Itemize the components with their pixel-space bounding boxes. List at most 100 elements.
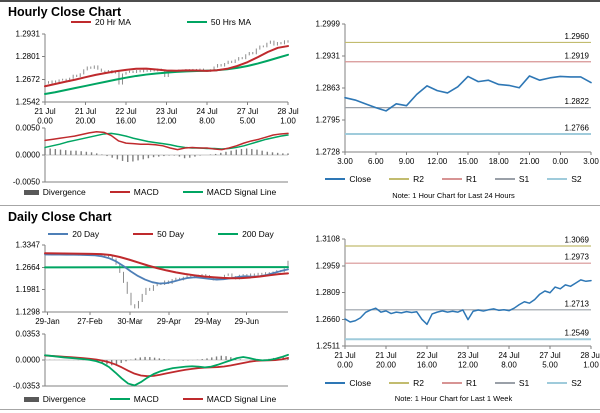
svg-text:1.1298: 1.1298 [16,308,41,317]
legend-item-r1: R1 [441,174,477,184]
legend-label: R2 [413,174,424,184]
svg-text:8.00: 8.00 [199,117,215,126]
legend-item-r2: R2 [389,378,424,388]
weekly-pivot-chart: 1.3108 1.2959 1.2809 1.2660 1.2511 1.3069 1.29… [316,235,600,370]
svg-text:29-Jun: 29-Jun [234,317,258,326]
hourly-macd-legend: Divergence MACD MACD Signal Line [6,187,294,197]
svg-text:12.00: 12.00 [156,117,177,126]
svg-text:3.00: 3.00 [337,157,353,166]
legend-label: 20 Day [72,229,100,239]
legend-item-s1: S1 [494,174,529,184]
legend-label: MACD Signal Line [206,394,277,404]
svg-text:1.2672: 1.2672 [16,75,41,84]
svg-text:1.1981: 1.1981 [16,285,41,294]
svg-text:21 Jul: 21 Jul [75,107,97,116]
svg-text:20.00: 20.00 [376,361,397,370]
svg-text:0.00: 0.00 [552,157,568,166]
legend-item-macd: MACD [109,187,159,197]
svg-text:1.3347: 1.3347 [16,241,41,250]
svg-text:22 Jul: 22 Jul [416,351,438,360]
svg-text:21 Jul: 21 Jul [34,107,56,116]
hourly-pivot-chart: 1.2999 1.2931 1.2863 1.2795 1.2728 1.2960 1.29… [316,20,600,167]
hourly-section-title: Hourly Close Chart [8,5,122,19]
daily-section-title: Daily Close Chart [8,210,112,224]
svg-text:23 Jul: 23 Jul [156,107,178,116]
svg-text:1.2660: 1.2660 [316,315,341,324]
line-swatch [389,178,410,180]
legend-item-macd-signal-line: MACD Signal Line [182,394,277,404]
line-swatch [182,398,203,400]
svg-text:29-Apr: 29-Apr [157,317,181,326]
svg-text:27-Feb: 27-Feb [77,317,103,326]
svg-text:1.2766: 1.2766 [565,124,590,133]
svg-text:-0.0353: -0.0353 [13,382,41,391]
legend-item-s1: S1 [494,378,530,388]
svg-text:21 Jul: 21 Jul [375,351,397,360]
legend-item-macd: MACD [109,394,159,404]
legend-label: S2 [571,174,582,184]
legend-item-50-hrs-ma: 50 Hrs MA [186,17,251,27]
line-swatch [547,178,568,180]
svg-text:28 Jul: 28 Jul [277,107,299,116]
legend-label: R2 [413,378,424,388]
line-swatch [218,233,239,235]
hourly-pivot-legend: Close R2 R1 S1 S2 [312,174,595,184]
svg-text:16.00: 16.00 [417,361,438,370]
line-swatch [70,21,91,23]
hourly-macd-chart: 0.0050 0.0000 -0.0050 [13,124,289,187]
svg-text:-0.0050: -0.0050 [13,178,41,187]
legend-item-close: Close [325,174,371,184]
legend-item-20-day: 20 Day [48,229,99,239]
daily-macd-chart: 0.0353 0.0000 -0.0353 [13,330,289,391]
svg-text:22 Jul: 22 Jul [115,107,137,116]
hourly-ma-legend: 20 Hr MA 50 Hrs MA [45,17,277,27]
line-swatch [494,382,515,384]
svg-text:1.2822: 1.2822 [565,97,590,106]
weekly-pivot-legend: Close R2 R1 S1 S2 [312,378,595,388]
legend-item-r2: R2 [389,174,424,184]
svg-text:1.2801: 1.2801 [16,52,41,61]
legend-label: Close [349,378,372,388]
svg-text:1.2863: 1.2863 [316,84,341,93]
legend-label: S2 [571,378,582,388]
svg-text:30-Mar: 30-Mar [117,317,143,326]
weekly-pivot-note: Note: 1 Hour Chart for Last 1 Week [394,394,513,403]
svg-text:21.00: 21.00 [519,157,540,166]
legend-item-close: Close [325,378,371,388]
svg-text:1.2728: 1.2728 [316,148,341,157]
svg-text:1.2999: 1.2999 [316,20,341,29]
svg-text:1.00: 1.00 [583,361,599,370]
daily-macd-legend: Divergence MACD MACD Signal Line [6,394,294,404]
line-swatch [441,382,462,384]
hourly-pivot-note: Note: 1 Hour Chart for Last 24 Hours [392,191,515,200]
svg-text:15.00: 15.00 [458,157,479,166]
svg-text:1.2542: 1.2542 [16,98,41,107]
legend-item-divergence: Divergence [23,394,86,404]
svg-text:29-May: 29-May [194,317,221,326]
bar-swatch [23,396,39,402]
legend-item-50-day: 50 Day [133,229,184,239]
svg-text:0.00: 0.00 [37,117,53,126]
svg-text:20.00: 20.00 [75,117,96,126]
svg-text:27 Jul: 27 Jul [237,107,259,116]
svg-text:1.2919: 1.2919 [565,51,590,60]
svg-text:1.2511: 1.2511 [316,342,340,351]
line-swatch [325,382,346,384]
legend-label: S1 [518,378,530,388]
svg-text:1.3108: 1.3108 [316,235,341,244]
svg-text:6.00: 6.00 [368,157,384,166]
svg-text:0.00: 0.00 [337,361,353,370]
line-swatch [109,191,130,193]
legend-label: Divergence [42,394,86,404]
legend-label: R1 [465,174,477,184]
svg-text:23 Jul: 23 Jul [457,351,479,360]
svg-text:0.0050: 0.0050 [16,124,41,133]
svg-text:1.2664: 1.2664 [16,263,41,272]
legend-label: 20 Hr MA [94,17,131,27]
svg-text:12.00: 12.00 [427,157,448,166]
svg-text:1.3069: 1.3069 [565,235,590,244]
svg-text:1.2549: 1.2549 [565,329,590,338]
svg-text:8.00: 8.00 [501,361,517,370]
